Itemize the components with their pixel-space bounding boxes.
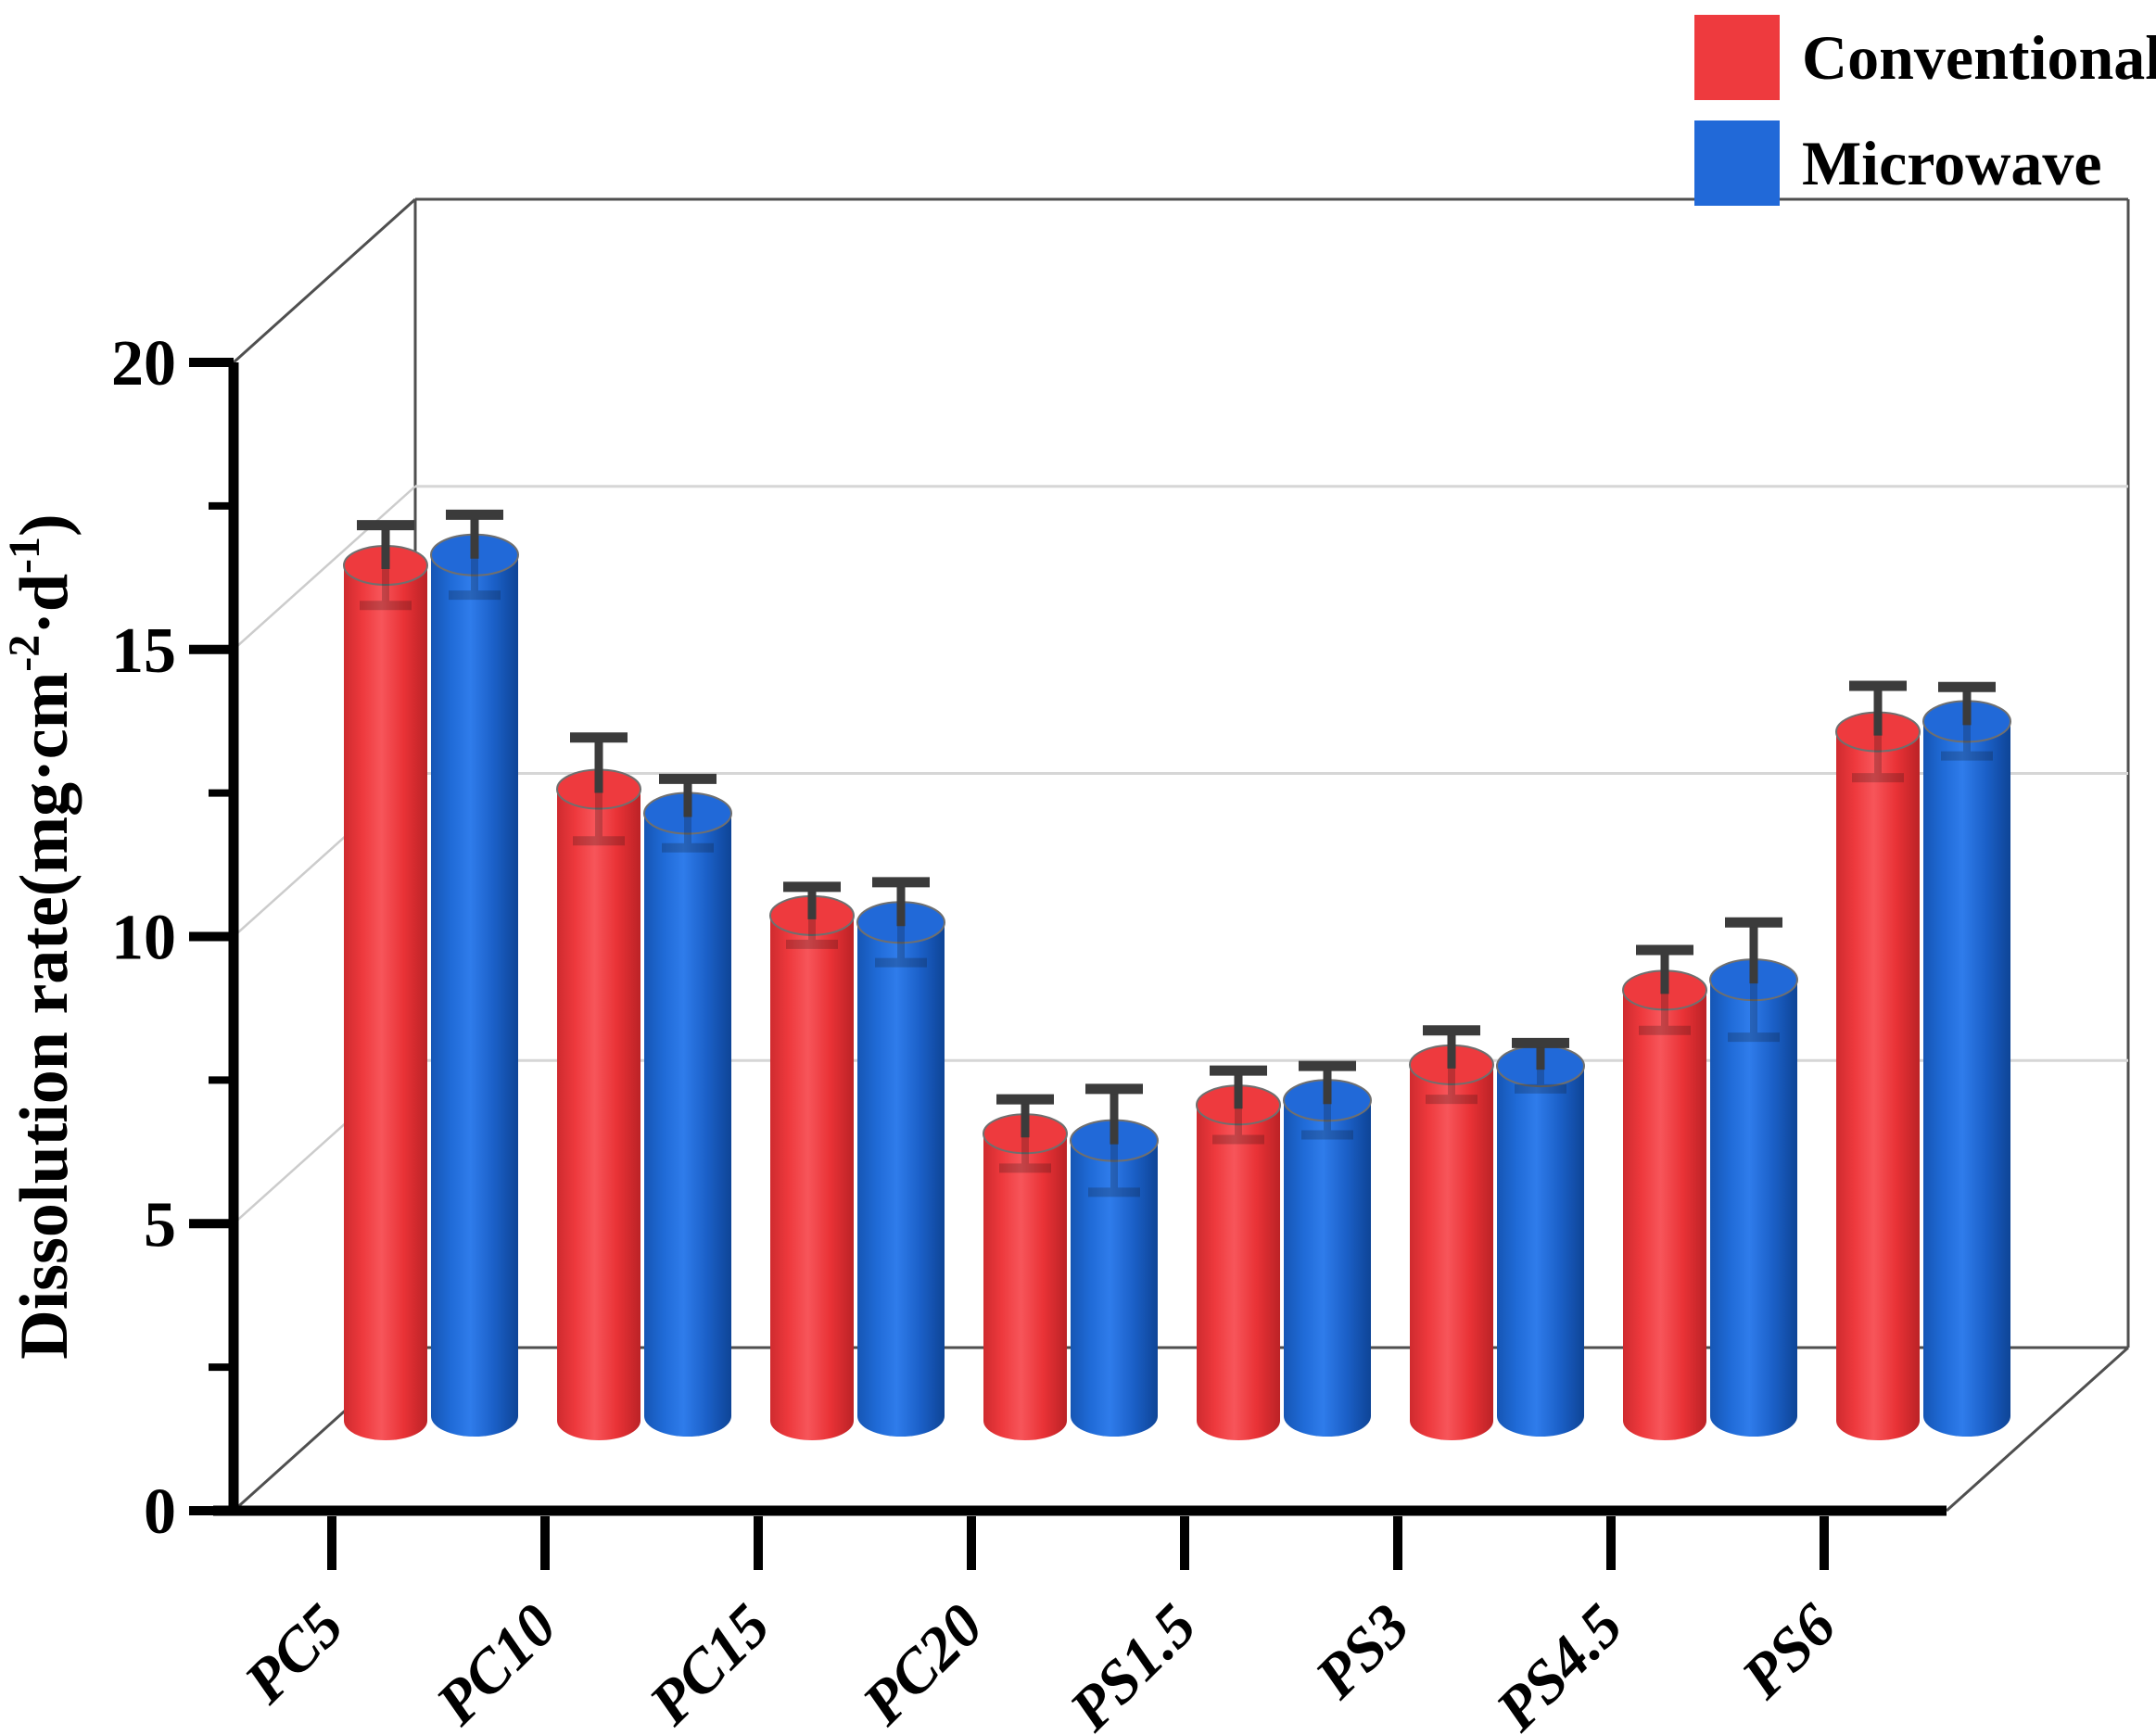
bar-microwave-PC15-body xyxy=(857,922,945,1437)
legend-item-microwave: Microwave xyxy=(1694,120,2156,206)
y-tick-label-20: 20 xyxy=(111,328,176,399)
bar-microwave-PS6 xyxy=(1922,681,2011,1437)
bar-microwave-PS1.5 xyxy=(1283,1060,1372,1437)
x-tick-label-PC10: PC10 xyxy=(423,1591,570,1735)
gridline-wall-15 xyxy=(233,485,416,651)
bar-conventional-PS1.5 xyxy=(1196,1065,1281,1440)
bar-microwave-PS6-body xyxy=(1923,721,2010,1437)
bar-conventional-PS1.5-error-lower xyxy=(1212,1105,1264,1145)
error-bar-bar-conventional-PC20 xyxy=(996,1094,1054,1138)
box-edge-bottom-right xyxy=(1945,1346,2130,1513)
y-axis-title: Dissolution rate(mg·cm-2·d-1) xyxy=(0,513,82,1359)
x-tick-label-PS1.5: PS1.5 xyxy=(1056,1591,1209,1735)
bar-conventional-PS3-body xyxy=(1410,1064,1493,1440)
bar-conventional-PC5 xyxy=(343,520,428,1440)
x-tick-label-PC20: PC20 xyxy=(849,1591,996,1735)
error-bar-bar-microwave-PC5 xyxy=(446,509,503,559)
bar-conventional-PC10-error-lower xyxy=(573,789,625,846)
bar-conventional-PC15-error-lower xyxy=(786,915,838,949)
bar-conventional-PS6 xyxy=(1835,680,1921,1440)
error-bar-bar-conventional-PS6 xyxy=(1849,680,1907,736)
bar-conventional-PS3-error-lower xyxy=(1426,1064,1477,1105)
bar-group-PS1.5 xyxy=(1196,1060,1372,1440)
error-bar-bar-conventional-PC10 xyxy=(570,732,628,793)
bar-conventional-PC20 xyxy=(983,1094,1068,1440)
x-tick-label-PS3: PS3 xyxy=(1301,1591,1422,1712)
bar-conventional-PS3 xyxy=(1409,1025,1494,1440)
bar-conventional-PC5-body xyxy=(344,564,427,1440)
bar-microwave-PS3-error-lower xyxy=(1515,1066,1566,1094)
bar-conventional-PS1.5-body xyxy=(1197,1105,1280,1440)
legend: Conventional Microwave xyxy=(1694,15,2156,226)
bar-microwave-PS1.5-error-lower xyxy=(1301,1100,1353,1140)
bar-microwave-PC20-body xyxy=(1071,1140,1158,1437)
bar-microwave-PC5 xyxy=(430,509,519,1437)
x-tick-label-PS4.5: PS4.5 xyxy=(1482,1591,1635,1735)
bar-conventional-PC10 xyxy=(556,732,641,1440)
legend-label-conventional: Conventional xyxy=(1802,22,2156,93)
error-bar-bar-microwave-PS3 xyxy=(1512,1037,1569,1070)
bar-conventional-PS4.5 xyxy=(1622,944,1707,1440)
y-tick-label-0: 0 xyxy=(144,1476,176,1548)
bar-conventional-PS6-body xyxy=(1836,731,1920,1440)
error-bar-bar-conventional-PS3 xyxy=(1423,1025,1480,1069)
bar-microwave-PS1.5-body xyxy=(1284,1100,1371,1437)
bar-group-PS6 xyxy=(1835,680,2011,1440)
bar-group-PC5 xyxy=(343,509,519,1440)
bar-microwave-PC20-error-lower xyxy=(1088,1140,1140,1197)
bar-microwave-PC10 xyxy=(643,773,732,1437)
y-tick-label-10: 10 xyxy=(111,903,176,974)
bar-conventional-PS4.5-body xyxy=(1623,990,1706,1440)
bar-microwave-PC5-error-lower xyxy=(449,554,501,601)
error-bar-bar-conventional-PC15 xyxy=(783,881,841,919)
bar-conventional-PC5-error-lower xyxy=(360,564,412,611)
bar-group-PC20 xyxy=(983,1083,1159,1440)
bar-conventional-PC20-body xyxy=(983,1133,1067,1440)
x-tick-label-PC15: PC15 xyxy=(636,1591,783,1735)
legend-item-conventional: Conventional xyxy=(1694,15,2156,100)
error-bar-bar-conventional-PC5 xyxy=(357,520,414,569)
bar-microwave-PC10-body xyxy=(644,813,731,1437)
x-tick-label-PC5: PC5 xyxy=(231,1591,356,1716)
bar-microwave-PC15 xyxy=(856,877,945,1437)
error-bar-bar-microwave-PC10 xyxy=(659,773,717,817)
legend-label-microwave: Microwave xyxy=(1802,128,2102,198)
bar-microwave-PS4.5 xyxy=(1709,917,1798,1437)
bar-group-PC15 xyxy=(769,877,945,1440)
error-bar-bar-microwave-PS4.5 xyxy=(1725,917,1782,984)
bar-group-PC10 xyxy=(556,732,732,1440)
bars xyxy=(343,509,2011,1440)
bar-microwave-PC15-error-lower xyxy=(875,922,927,968)
box-edge-top-left xyxy=(232,197,417,364)
bar-group-PS4.5 xyxy=(1622,917,1798,1440)
bar-microwave-PS4.5-body xyxy=(1710,980,1797,1437)
bar-conventional-PC20-error-lower xyxy=(999,1133,1051,1173)
error-bar-bar-microwave-PS6 xyxy=(1938,681,1996,726)
bar-conventional-PS4.5-error-lower xyxy=(1639,990,1691,1035)
bar-microwave-PS4.5-error-lower xyxy=(1728,980,1780,1043)
bar-conventional-PC15 xyxy=(769,881,855,1440)
bar-conventional-PC10-body xyxy=(557,789,640,1440)
x-tick-label-PS6: PS6 xyxy=(1728,1591,1848,1712)
bar-conventional-PS6-error-lower xyxy=(1852,731,1904,783)
bar-group-PS3 xyxy=(1409,1025,1585,1440)
error-bar-bar-microwave-PS1.5 xyxy=(1299,1060,1356,1105)
bar-microwave-PC5-body xyxy=(431,554,518,1437)
bar-microwave-PS3-body xyxy=(1497,1066,1584,1437)
error-bar-bar-conventional-PS1.5 xyxy=(1210,1065,1267,1109)
bar-microwave-PC20 xyxy=(1070,1083,1159,1437)
error-bar-bar-microwave-PC15 xyxy=(872,877,930,927)
y-tick-label-15: 15 xyxy=(111,615,176,687)
bar-microwave-PS3 xyxy=(1496,1037,1585,1437)
legend-swatch-microwave xyxy=(1694,120,1780,206)
y-tick-label-5: 5 xyxy=(144,1189,176,1260)
error-bar-bar-microwave-PC20 xyxy=(1085,1083,1143,1145)
bar-microwave-PC10-error-lower xyxy=(662,813,714,853)
legend-swatch-conventional xyxy=(1694,15,1780,100)
bar-microwave-PS6-error-lower xyxy=(1941,721,1993,761)
bar-conventional-PC15-body xyxy=(770,915,854,1440)
error-bar-bar-conventional-PS4.5 xyxy=(1636,944,1693,994)
